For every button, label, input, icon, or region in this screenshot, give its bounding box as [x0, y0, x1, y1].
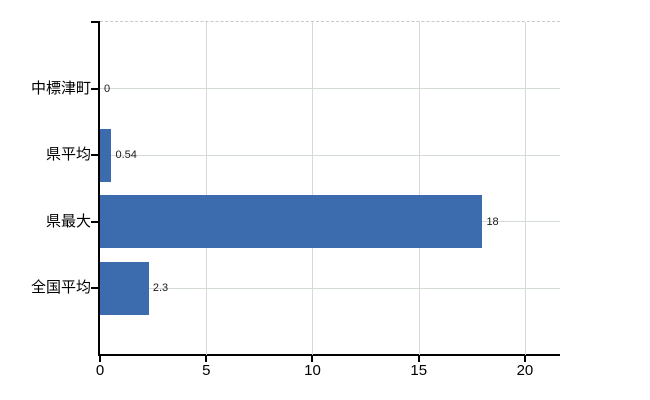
- plot-top-border: [100, 21, 560, 22]
- v-gridline: [418, 22, 420, 355]
- x-tick: [311, 356, 314, 362]
- value-label: 0: [104, 82, 111, 95]
- value-label: 18: [486, 215, 499, 228]
- v-gridline: [312, 22, 314, 355]
- h-gridline: [100, 287, 560, 289]
- bar: [100, 195, 483, 249]
- value-label: 2.3: [152, 282, 169, 295]
- y-tick: [91, 287, 98, 290]
- y-axis-top-tick: [91, 21, 98, 23]
- x-axis-line: [98, 354, 560, 356]
- y-tick: [91, 220, 98, 223]
- h-gridline: [100, 154, 560, 156]
- v-gridline: [206, 22, 208, 355]
- category-label: 県最大: [45, 212, 91, 230]
- y-tick: [91, 87, 98, 90]
- x-tick-label: 10: [304, 362, 321, 379]
- bar: [100, 261, 149, 315]
- x-tick: [523, 356, 526, 362]
- y-tick: [91, 154, 98, 157]
- x-tick: [417, 356, 420, 362]
- category-label: 全国平均: [30, 279, 91, 297]
- v-gridline: [524, 22, 526, 355]
- x-tick-label: 5: [202, 362, 211, 379]
- x-tick-label: 20: [516, 362, 534, 379]
- category-label: 県平均: [45, 146, 91, 164]
- category-label: 中標津町: [30, 79, 91, 97]
- x-tick: [99, 356, 101, 362]
- x-tick-label: 15: [410, 362, 428, 379]
- x-tick: [205, 356, 208, 362]
- x-tick-label: 0: [95, 362, 105, 379]
- y-axis-line: [98, 21, 100, 355]
- value-label: 0.54: [115, 149, 137, 162]
- h-gridline: [100, 88, 560, 90]
- bar: [100, 128, 112, 182]
